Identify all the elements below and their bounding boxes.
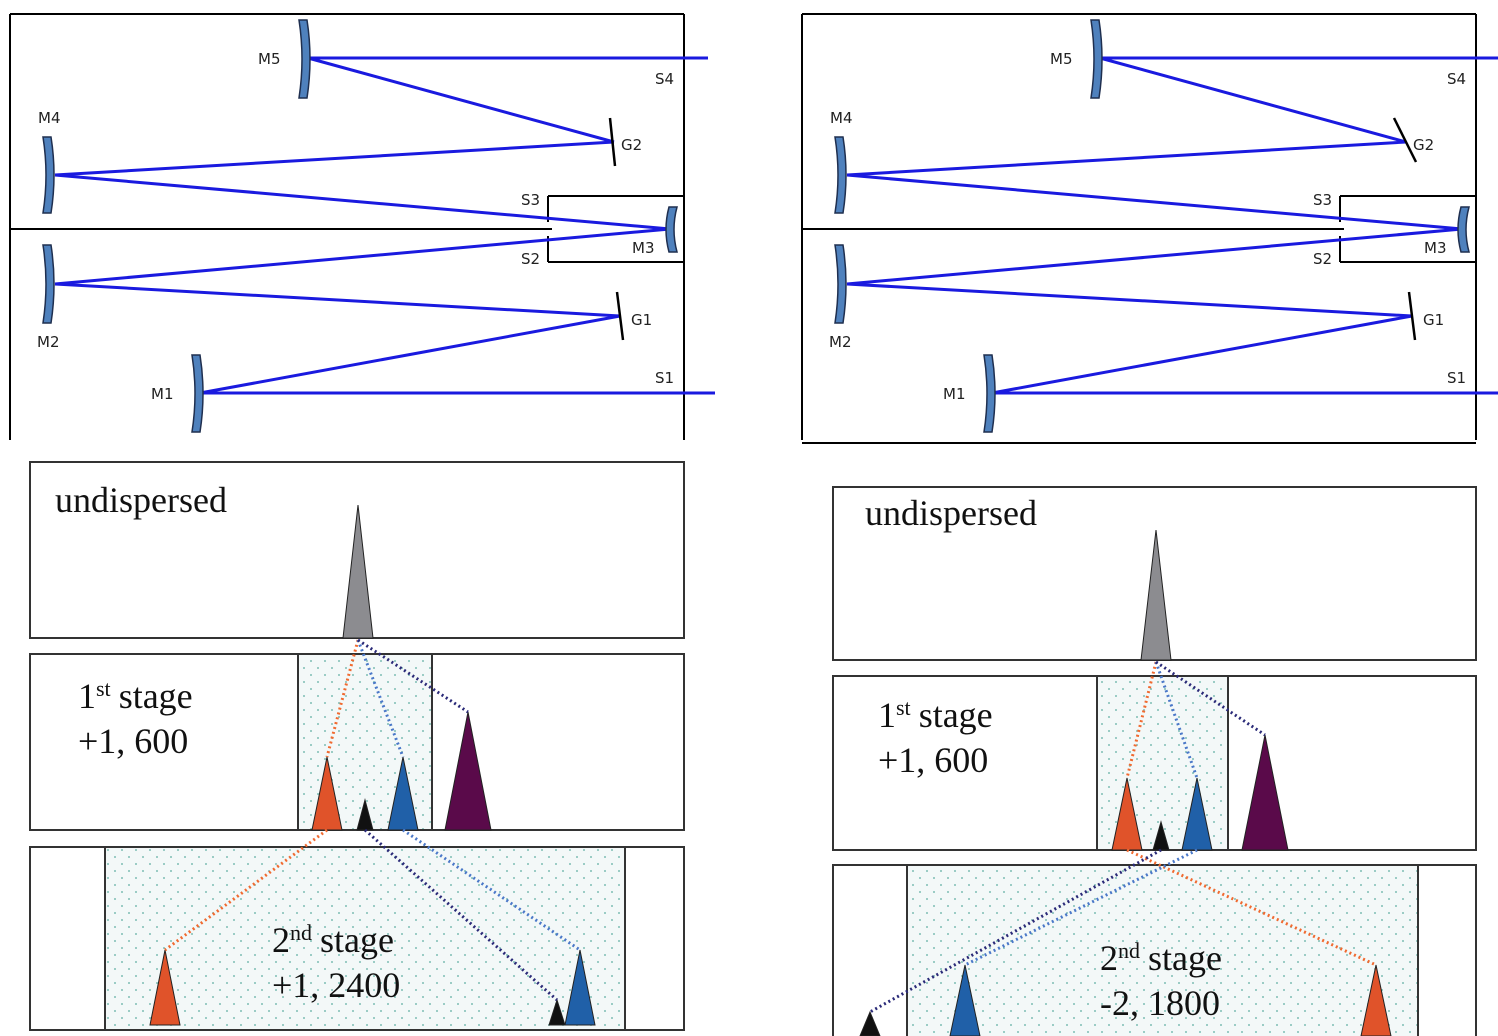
mirror — [835, 245, 846, 323]
mirror — [984, 355, 995, 432]
mirror — [192, 355, 203, 432]
component-label: M3 — [632, 239, 655, 257]
component-label: S2 — [521, 250, 540, 268]
stage-word: stage — [919, 695, 993, 735]
stage-setting: +1, 2400 — [272, 965, 400, 1005]
stage-suffix: st — [96, 676, 111, 701]
mirror — [1091, 20, 1102, 98]
line — [55, 229, 670, 284]
line — [847, 175, 1462, 229]
stage-ordinal: 1 — [78, 676, 96, 716]
undispersed-label: undispersed — [55, 480, 227, 520]
optical-layout: M5 S4 M4 G2 S3 M3 S2 M2 G1 S1 M1 — [10, 14, 715, 440]
component-label: S4 — [1447, 70, 1466, 88]
line — [847, 284, 1412, 316]
figure: M5 S4 M4 G2 S3 M3 S2 M2 G1 S1 M1 M5 S4 M4 G2 S3 M3 S2 M2 G1… — [0, 0, 1498, 1036]
component-label: S1 — [655, 369, 674, 387]
stage-ordinal: 2 — [1100, 938, 1118, 978]
stage-word: stage — [320, 920, 394, 960]
component-label: S2 — [1313, 250, 1332, 268]
line — [55, 175, 670, 229]
stage-suffix: st — [896, 695, 911, 720]
component-label: M4 — [38, 109, 61, 127]
component-label: M2 — [37, 333, 60, 351]
component-label: M1 — [943, 385, 966, 403]
line — [55, 142, 614, 175]
mirror — [43, 137, 54, 213]
component-label: M4 — [830, 109, 853, 127]
component-label: S4 — [655, 70, 674, 88]
undispersed-label: undispersed — [865, 493, 1037, 533]
stage-setting: -2, 1800 — [1100, 983, 1220, 1023]
line — [847, 142, 1406, 175]
component-label: M3 — [1424, 239, 1447, 257]
component-label: M2 — [829, 333, 852, 351]
stage-suffix: nd — [1118, 938, 1140, 963]
component-label: S3 — [1313, 191, 1332, 209]
stage-word: stage — [1148, 938, 1222, 978]
mirror — [666, 207, 677, 252]
optical-layout: M5 S4 M4 G2 S3 M3 S2 M2 G1 S1 M1 — [802, 14, 1498, 443]
component-label: S1 — [1447, 369, 1466, 387]
line — [847, 229, 1462, 284]
line — [1100, 58, 1406, 142]
component-label: G1 — [631, 311, 652, 329]
component-label: G1 — [1423, 311, 1444, 329]
stage-setting: +1, 600 — [878, 740, 988, 780]
component-label: G2 — [621, 136, 642, 154]
page: M5 S4 M4 G2 S3 M3 S2 M2 G1 S1 M1 M5 S4 M4 G2 S3 M3 S2 M2 G1… — [0, 0, 1498, 1036]
component-label: M1 — [151, 385, 174, 403]
mirror — [299, 20, 310, 98]
mirror — [43, 245, 54, 323]
stage-setting: +1, 600 — [78, 721, 188, 761]
line — [992, 316, 1412, 393]
line — [200, 316, 620, 393]
stage-ordinal: 1 — [878, 695, 896, 735]
mirror — [835, 137, 846, 213]
line — [308, 58, 614, 142]
component-label: G2 — [1413, 136, 1434, 154]
stage-suffix: nd — [290, 920, 312, 945]
line — [55, 284, 620, 316]
component-label: S3 — [521, 191, 540, 209]
stage1-window — [1097, 676, 1228, 850]
stage-ordinal: 2 — [272, 920, 290, 960]
stage-word: stage — [119, 676, 193, 716]
mirror — [1458, 207, 1469, 252]
component-label: M5 — [258, 50, 281, 68]
component-label: M5 — [1050, 50, 1073, 68]
